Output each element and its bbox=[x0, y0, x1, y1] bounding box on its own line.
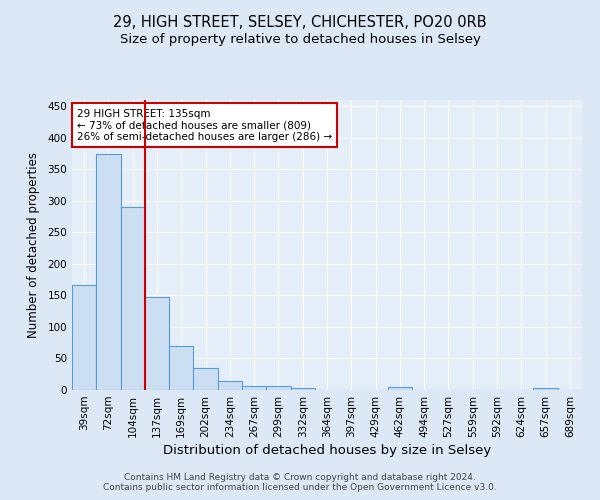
Bar bbox=[388, 388, 412, 390]
Text: 29, HIGH STREET, SELSEY, CHICHESTER, PO20 0RB: 29, HIGH STREET, SELSEY, CHICHESTER, PO2… bbox=[113, 15, 487, 30]
Bar bbox=[193, 368, 218, 390]
Bar bbox=[145, 296, 169, 390]
Bar bbox=[290, 388, 315, 390]
Bar bbox=[72, 284, 96, 390]
Bar bbox=[169, 346, 193, 390]
Bar bbox=[218, 381, 242, 390]
Text: Size of property relative to detached houses in Selsey: Size of property relative to detached ho… bbox=[119, 32, 481, 46]
Bar bbox=[533, 388, 558, 390]
Text: 29 HIGH STREET: 135sqm
← 73% of detached houses are smaller (809)
26% of semi-de: 29 HIGH STREET: 135sqm ← 73% of detached… bbox=[77, 108, 332, 142]
Bar bbox=[121, 207, 145, 390]
Text: Contains HM Land Registry data © Crown copyright and database right 2024.
Contai: Contains HM Land Registry data © Crown c… bbox=[103, 473, 497, 492]
Bar bbox=[266, 386, 290, 390]
Bar bbox=[96, 154, 121, 390]
Y-axis label: Number of detached properties: Number of detached properties bbox=[28, 152, 40, 338]
Bar bbox=[242, 386, 266, 390]
X-axis label: Distribution of detached houses by size in Selsey: Distribution of detached houses by size … bbox=[163, 444, 491, 457]
